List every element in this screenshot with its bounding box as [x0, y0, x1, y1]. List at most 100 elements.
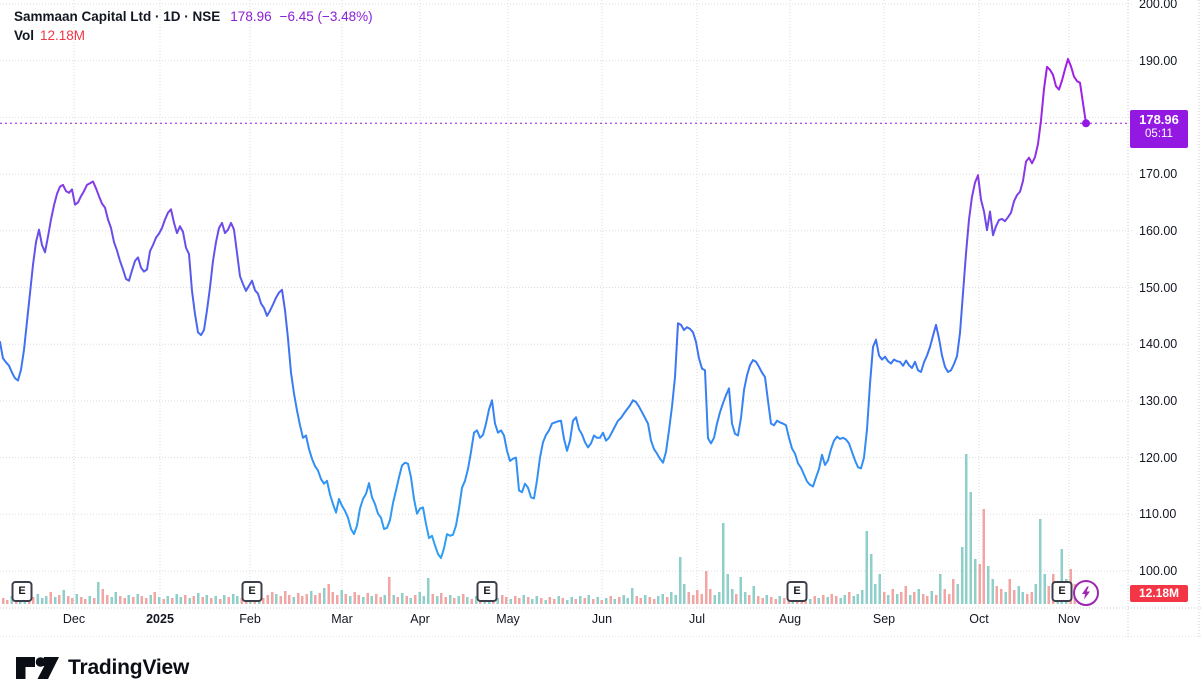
volume-bar — [457, 596, 460, 604]
symbol-title[interactable]: Sammaan Capital Ltd · 1D · NSE — [14, 9, 221, 24]
volume-bar — [995, 586, 999, 604]
volume-bar — [1030, 592, 1033, 604]
volume-bar — [188, 598, 191, 604]
volume-bar — [809, 599, 812, 604]
volume-bar — [986, 566, 990, 604]
volume-bar — [110, 597, 113, 604]
legend-row-symbol: Sammaan Capital Ltd · 1D · NSE 178.96 −6.4… — [14, 7, 373, 26]
volume-bar — [66, 596, 70, 604]
volume-bar — [843, 595, 847, 604]
chart-canvas[interactable] — [0, 0, 1202, 637]
volume-bar — [1060, 549, 1064, 604]
earnings-marker[interactable]: E — [786, 581, 808, 602]
footer: TradingView — [0, 637, 1202, 698]
volume-bar — [92, 598, 96, 604]
volume-bar — [32, 597, 35, 604]
volume-bar — [960, 547, 964, 604]
volume-bar — [75, 594, 78, 604]
volume-bar — [934, 595, 938, 604]
volume-bar — [327, 584, 330, 604]
volume-bar — [600, 600, 604, 604]
volume-bar — [205, 595, 209, 604]
volume-bar — [461, 594, 465, 604]
volume-bar — [1039, 519, 1042, 604]
volume-bar — [904, 586, 907, 604]
tradingview-logo[interactable] — [14, 655, 60, 681]
volume-bar — [318, 593, 322, 604]
price-line — [0, 58, 1087, 559]
volume-bar — [874, 584, 877, 604]
volume-bar — [1008, 579, 1012, 604]
volume-bar — [956, 584, 959, 604]
legend-row-volume: Vol 12.18M — [14, 26, 373, 45]
lightning-marker[interactable] — [1073, 580, 1099, 606]
volume-bar — [223, 595, 226, 604]
volume-bar — [722, 523, 725, 604]
volume-bar — [97, 582, 100, 604]
earnings-marker[interactable]: E — [241, 581, 263, 602]
earnings-marker[interactable]: E — [476, 581, 498, 602]
volume-bar — [631, 588, 634, 604]
volume-bar — [579, 596, 582, 604]
volume-bar — [444, 597, 447, 604]
countdown-timer: 05:11 — [1145, 128, 1173, 141]
volume-bar — [565, 600, 569, 604]
volume-bar — [427, 578, 430, 604]
volume-bar — [88, 596, 91, 604]
volume-bar — [552, 599, 556, 604]
volume-bar — [340, 590, 343, 604]
volume-bar — [587, 595, 591, 604]
volume-bar — [743, 592, 747, 604]
volume-bar — [535, 596, 539, 604]
volume-bar — [596, 597, 599, 604]
volume-bar — [348, 596, 352, 604]
volume-bar — [813, 596, 816, 604]
volume-bar — [383, 595, 387, 604]
volume-bar — [999, 589, 1003, 604]
volume-bar — [548, 597, 552, 604]
price-change-value: −6.45 (−3.48%) — [279, 9, 373, 24]
volume-bar — [592, 599, 595, 604]
last-price-value: 178.96 — [230, 9, 272, 24]
volume-bar — [930, 591, 933, 604]
volume-bar — [140, 596, 144, 604]
volume-bar — [735, 594, 738, 604]
volume-bar — [574, 599, 578, 604]
brand-name[interactable]: TradingView — [68, 655, 190, 679]
volume-bar — [440, 593, 443, 604]
volume-bar — [84, 599, 87, 604]
volume-bar — [123, 598, 126, 604]
time-tick-label: Oct — [969, 612, 989, 626]
volume-label[interactable]: Vol — [14, 28, 34, 43]
earnings-marker[interactable]: E — [1051, 581, 1073, 602]
volume-bar — [158, 597, 161, 604]
volume-bar — [218, 599, 222, 604]
volume-bar — [379, 597, 382, 604]
volume-bar — [470, 599, 473, 604]
volume-bar — [266, 595, 269, 604]
volume-bar — [435, 596, 439, 604]
last-price-badge: 178.96 05:11 — [1130, 110, 1188, 149]
volume-bar — [1, 598, 5, 604]
volume-bar — [635, 596, 638, 604]
volume-bar — [900, 592, 903, 604]
volume-bar — [418, 592, 421, 604]
volume-bar — [943, 589, 946, 604]
volume-bar — [192, 596, 196, 604]
volume-bar — [865, 531, 868, 604]
volume-bar — [639, 598, 643, 604]
volume-bar — [409, 598, 413, 604]
volume-bar — [982, 509, 986, 604]
volume-bar — [1043, 574, 1046, 604]
volume-bar — [131, 597, 135, 604]
volume-bar — [296, 593, 300, 604]
volume-bar — [648, 597, 651, 604]
volume-bar — [557, 596, 560, 604]
time-tick-label: May — [496, 612, 520, 626]
volume-bar — [878, 574, 881, 604]
volume-bar — [891, 589, 894, 604]
volume-bar — [696, 590, 699, 604]
volume-bar — [835, 596, 838, 604]
earnings-marker[interactable]: E — [11, 581, 33, 602]
volume-bar — [678, 557, 682, 604]
